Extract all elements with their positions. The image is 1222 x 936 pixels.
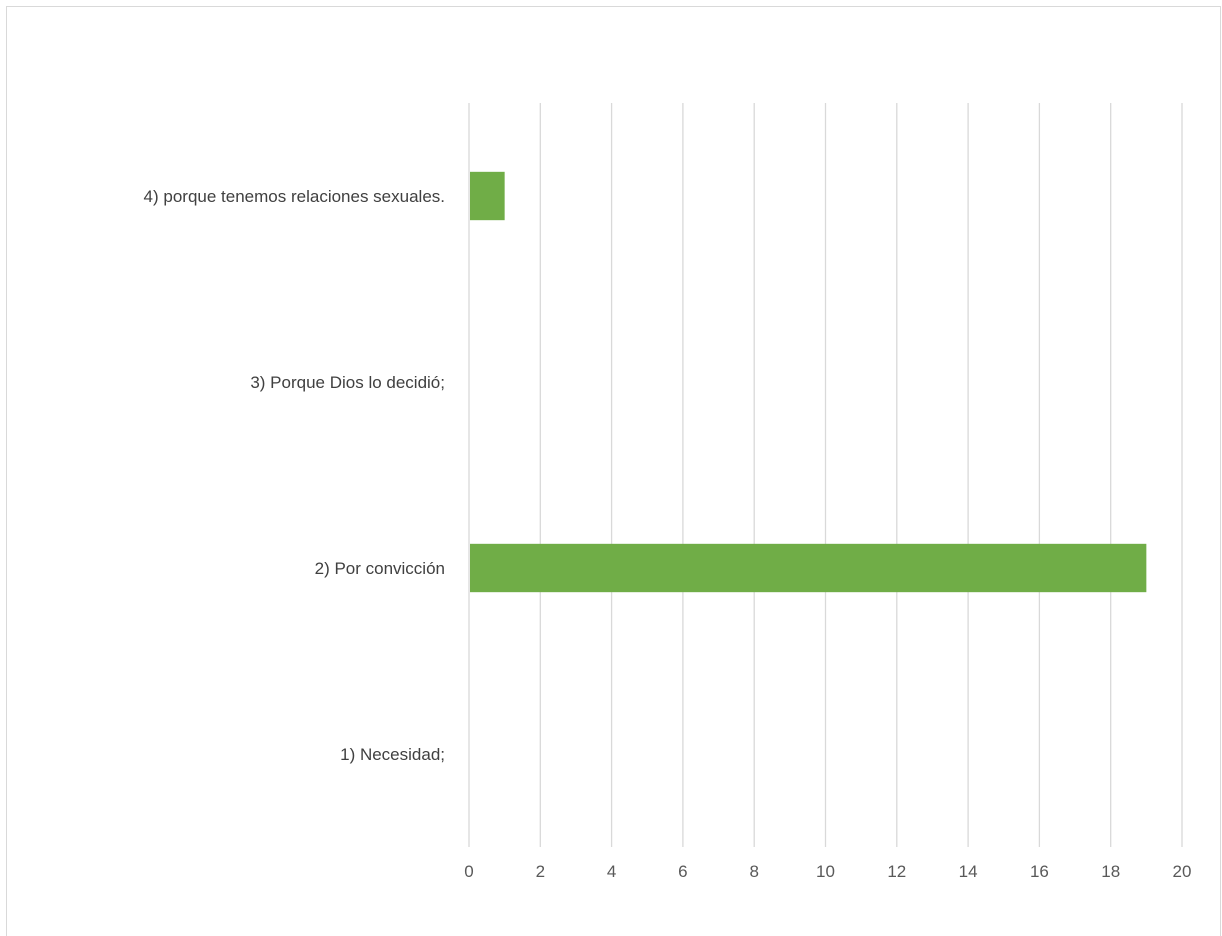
x-tick-label: 12 [887,862,906,881]
x-tick-label: 0 [464,862,473,881]
value-axis-ticks: 0 2 4 6 8 10 12 14 16 18 20 [464,862,1191,881]
category-label: 4) porque tenemos relaciones sexuales. [144,187,445,206]
category-label: 1) Necesidad; [340,745,445,764]
x-tick-label: 14 [959,862,978,881]
x-tick-label: 18 [1101,862,1120,881]
gridlines [468,103,1183,847]
x-tick-label: 16 [1030,862,1049,881]
x-tick-label: 6 [678,862,687,881]
category-label: 2) Por convicción [315,559,445,578]
category-label: 3) Porque Dios lo decidió; [250,373,445,392]
category-axis-labels: 1) Necesidad; 2) Por convicción 3) Porque … [144,187,445,764]
bar [470,171,505,221]
bar [470,543,1147,593]
x-tick-label: 10 [816,862,835,881]
chart-frame [6,6,1221,936]
x-tick-label: 8 [749,862,758,881]
x-tick-label: 20 [1173,862,1192,881]
x-tick-label: 4 [607,862,616,881]
x-tick-label: 2 [536,862,545,881]
bars [470,171,1147,593]
